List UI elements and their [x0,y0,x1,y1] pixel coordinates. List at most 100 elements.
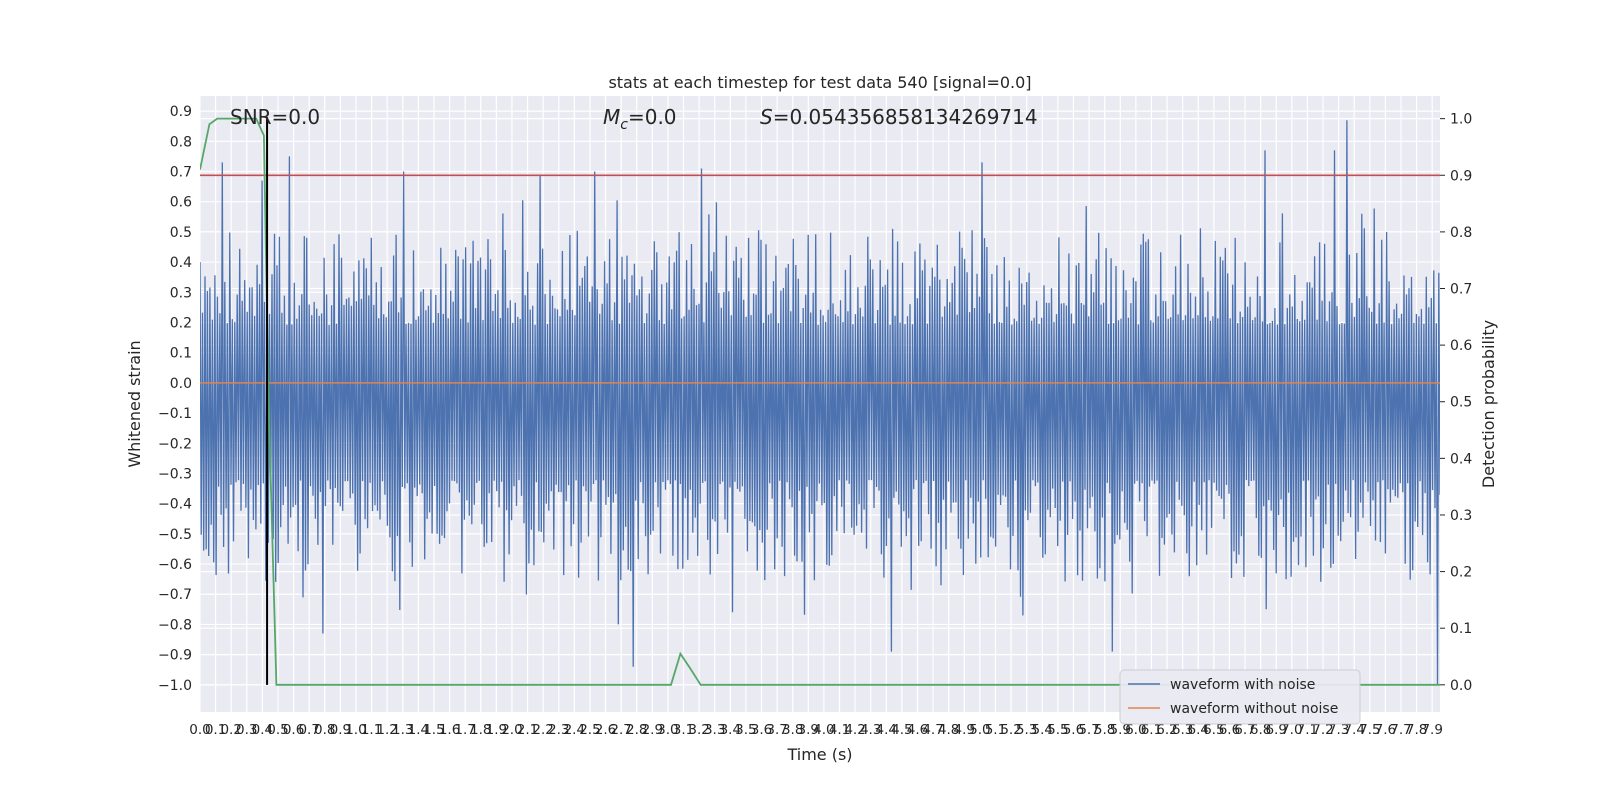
x-tick-label: 1.4 [408,722,429,738]
x-tick-label: 4.7 [922,722,943,738]
x-tick-label: 2.6 [595,722,616,738]
x-tick-label: 4.0 [813,722,834,738]
x-tick-label: 6.0 [1125,722,1146,738]
snr-annotation: SNR=0.0 [230,105,320,129]
x-tick-label: 5.4 [1032,722,1053,738]
x-tick-label: 1.7 [454,722,475,738]
x-tick-label: 0.0 [189,722,210,738]
x-tick-label: 1.9 [486,722,507,738]
x-tick-label: 2.9 [642,722,663,738]
y2-tick-label: 0.3 [1450,508,1472,524]
x-tick-label: 1.1 [361,722,382,738]
y2-tick-label: 0.8 [1450,225,1472,241]
y-tick-label: 0.2 [170,315,192,331]
y-tick-label: 0.7 [170,164,192,180]
x-tick-label: 3.1 [673,722,694,738]
x-tick-label: 0.9 [330,722,351,738]
x-tick-label: 4.9 [954,722,975,738]
mc-symbol: M [603,105,620,129]
x-tick-label: 1.8 [470,722,491,738]
y-tick-label: 0.9 [170,104,192,120]
y-tick-label: −0.9 [158,648,192,664]
x-tick-label: 3.2 [688,722,709,738]
x-tick-label: 4.5 [891,722,912,738]
x-tick-label: 3.0 [657,722,678,738]
x-tick-label: 0.2 [220,722,241,738]
s-value: =0.054356858134269714 [773,105,1038,129]
y-tick-label: 0.0 [170,376,192,392]
y-tick-label: −0.4 [158,497,192,513]
y2-tick-label: 0.6 [1450,338,1472,354]
x-tick-label: 0.1 [205,722,226,738]
x-tick-label: 6.4 [1187,722,1208,738]
x-tick-label: 6.8 [1250,722,1271,738]
x-tick-label: 5.0 [969,722,990,738]
y2-axis-ticks: 1.0 0.9 0.8 0.7 0.6 0.5 0.4 0.3 0.2 0.1 0.0 [1440,112,1472,694]
chart-title: stats at each timestep for test data 540… [608,73,1031,92]
x-tick-label: 7.8 [1406,722,1427,738]
x-tick-label: 2.1 [517,722,538,738]
y2-tick-label: 1.0 [1450,112,1472,128]
x-tick-label: 5.7 [1078,722,1099,738]
x-tick-label: 3.7 [766,722,787,738]
legend: waveform with noise waveform without noi… [1119,669,1361,725]
x-tick-label: 0.6 [283,722,304,738]
y-tick-label: 0.4 [170,255,192,271]
x-tick-label: 0.4 [252,722,273,738]
x-tick-label: 1.6 [439,722,460,738]
y-tick-label: −0.8 [158,617,192,633]
y-tick-label: −0.7 [158,587,192,603]
mc-subscript: c [620,117,628,133]
x-tick-label: 1.2 [376,722,397,738]
series-waveform-with-noise [200,120,1440,685]
x-tick-label: 1.5 [423,722,444,738]
x-axis-label: Time (s) [786,745,852,764]
x-tick-label: 2.3 [548,722,569,738]
x-tick-label: 5.2 [1000,722,1021,738]
x-tick-label: 3.6 [751,722,772,738]
x-tick-label: 3.4 [720,722,741,738]
y2-tick-label: 0.2 [1450,565,1472,581]
s-symbol: S [760,105,773,129]
x-tick-label: 7.3 [1328,722,1349,738]
s-annotation: S=0.054356858134269714 [760,105,1038,129]
x-axis-ticks: 0.00.10.20.30.40.50.60.70.80.91.01.11.21… [189,722,1443,738]
y-tick-label: −1.0 [158,678,192,694]
x-tick-label: 7.4 [1343,722,1364,738]
y-tick-label: 0.3 [170,285,192,301]
x-tick-label: 4.1 [829,722,850,738]
x-tick-label: 0.3 [236,722,257,738]
x-tick-label: 7.5 [1359,722,1380,738]
y-tick-label: 0.8 [170,134,192,150]
x-tick-label: 0.5 [267,722,288,738]
x-tick-label: 6.9 [1265,722,1286,738]
overlay-layer [200,117,1440,686]
x-tick-label: 1.0 [345,722,366,738]
y2-tick-label: 0.9 [1450,168,1472,184]
x-tick-label: 7.9 [1421,722,1442,738]
y2-tick-label: 0.4 [1450,451,1472,467]
y2-tick-label: 0.7 [1450,282,1472,298]
x-tick-label: 3.5 [735,722,756,738]
mc-value: =0.0 [628,105,677,129]
x-tick-label: 5.9 [1110,722,1131,738]
x-tick-label: 5.8 [1094,722,1115,738]
x-tick-label: 7.1 [1297,722,1318,738]
x-tick-label: 6.2 [1156,722,1177,738]
mc-annotation: Mc=0.0 [603,105,677,133]
y-tick-label: −0.3 [158,466,192,482]
x-tick-label: 7.6 [1375,722,1396,738]
y-tick-label: −0.2 [158,436,192,452]
x-tick-label: 2.2 [532,722,553,738]
x-tick-label: 3.9 [798,722,819,738]
legend-label-noise: waveform with noise [1170,677,1315,693]
x-tick-label: 2.7 [610,722,631,738]
x-tick-label: 2.0 [501,722,522,738]
x-tick-label: 4.2 [844,722,865,738]
x-tick-label: 3.3 [704,722,725,738]
x-tick-label: 7.7 [1390,722,1411,738]
x-tick-label: 5.1 [985,722,1006,738]
y2-tick-label: 0.5 [1450,395,1472,411]
x-tick-label: 7.2 [1312,722,1333,738]
